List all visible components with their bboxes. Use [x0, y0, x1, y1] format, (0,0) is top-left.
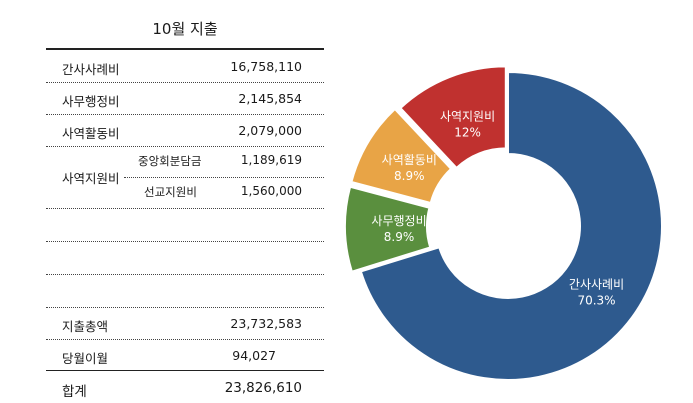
slice-value-label: 12% [454, 126, 481, 140]
missions-sub-value: 1,560,000 [240, 184, 302, 198]
empty-row [46, 242, 324, 275]
table-top-rule [46, 48, 324, 50]
missions-divider [124, 177, 324, 178]
slice-4 [399, 65, 507, 170]
slice-category-label: 사역지원비 [440, 110, 495, 124]
missions-group: 사역지원비 중앙회분담금 1,189,619 선교지원비 1,560,000 [46, 146, 324, 209]
total-value: 23,826,610 [224, 380, 302, 396]
empty-row [46, 209, 324, 242]
row-label: 사무행정비 [62, 94, 120, 109]
missions-sub-label: 선교지원비 [144, 185, 197, 199]
missions-sub-value: 1,189,619 [240, 153, 302, 167]
table-row: 사역활동비 2,079,000 [46, 114, 324, 147]
slice-category-label: 사무행정비 [371, 213, 426, 228]
row-value: 94,027 [232, 348, 276, 363]
slice-value-label: 70.3% [577, 293, 615, 307]
slice-2 [344, 185, 432, 273]
row-label: 사역활동비 [62, 126, 120, 141]
table-row: 사무행정비 2,145,854 [46, 82, 324, 115]
slice-value-label: 8.9% [384, 230, 415, 244]
row-value: 2,079,000 [238, 123, 302, 138]
row-value: 2,145,854 [238, 91, 302, 106]
slice-1 [359, 70, 663, 381]
slice-3 [350, 107, 453, 205]
slice-category-label: 사역활동비 [382, 153, 437, 167]
donut-chart: 간사사례비 70.3% 사무행정비 8.9% 사역활동비 8.9% 사역지원비 12% [344, 65, 663, 381]
row-label: 지출총액 [62, 319, 109, 334]
table-row: 간사사례비 16,758,110 [46, 50, 324, 83]
row-label: 당월이월 [62, 351, 109, 366]
total-label: 합계 [62, 384, 87, 400]
total-row: 합계 23,826,610 [46, 371, 324, 403]
table-row: 지출총액 23,732,583 [46, 307, 324, 340]
row-value: 16,758,110 [230, 59, 302, 74]
table-total-rule [46, 370, 324, 371]
empty-row [46, 275, 324, 308]
slice-category-label: 간사사례비 [569, 277, 624, 291]
missions-sub-label: 중앙회분담금 [138, 154, 202, 168]
row-label: 간사사례비 [62, 62, 120, 77]
slice-value-label: 8.9% [394, 169, 425, 183]
missions-label: 사역지원비 [62, 171, 120, 186]
row-value: 23,732,583 [230, 316, 302, 331]
expense-title: 10월 지출 [152, 20, 218, 38]
table-row: 당월이월 94,027 [46, 339, 324, 371]
